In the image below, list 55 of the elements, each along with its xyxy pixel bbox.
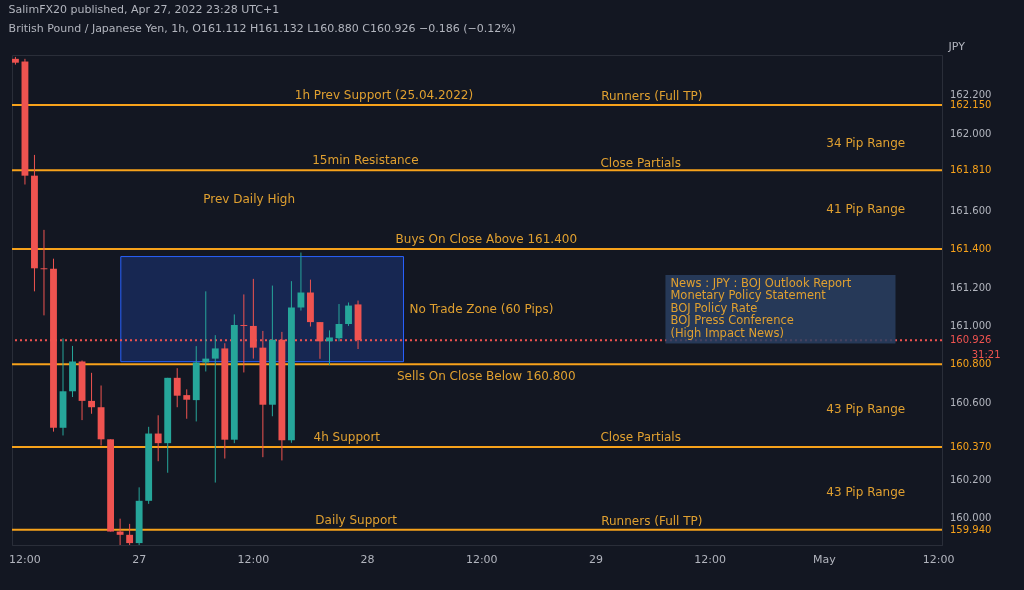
candlestick [211, 334, 219, 484]
y-tick-label: 159.940 [950, 523, 992, 535]
x-tick-label: 28 [360, 552, 375, 566]
annotation: 34 Pip Range [826, 135, 906, 150]
y-tick-label: 160.000 [950, 512, 992, 524]
candlestick [88, 372, 95, 415]
y-tick-label: 160.600 [950, 396, 992, 408]
candlestick [326, 329, 333, 366]
y-tick-label: 161.810 [950, 164, 992, 176]
x-tick-label: 27 [132, 552, 147, 566]
x-tick-label: 12:00 [694, 552, 727, 566]
ref-line-label: 4h Support [313, 430, 381, 444]
x-tick-label: 12:00 [237, 552, 270, 566]
annotation: 41 Pip Range [826, 202, 906, 217]
ref-line-label: 15min Resistance [312, 153, 419, 168]
candlestick [183, 388, 191, 420]
candlestick [345, 302, 352, 327]
y-tick-label: 160.370 [950, 441, 992, 452]
band-label: No Trade Zone (60 Pips) [409, 302, 554, 317]
annotation: Close Partials [600, 156, 681, 171]
y-tick-label: 162.150 [950, 98, 992, 110]
annotation: 43 Pip Range [826, 401, 906, 416]
x-tick-label: May [813, 552, 837, 566]
candlestick [173, 367, 181, 408]
ref-line-label: Sells On Close Below 160.800 [396, 369, 576, 384]
x-tick-label: 12:00 [922, 552, 955, 566]
ref-line-label: 1h Prev Support (25.04.2022) [294, 87, 474, 102]
x-tick-label: 12:00 [465, 552, 498, 566]
annotation: 43 Pip Range [826, 484, 906, 499]
y-tick-label: 162.000 [950, 127, 992, 139]
y-tick-label: 161.000 [950, 319, 992, 331]
y-tick-label: 161.600 [950, 204, 992, 216]
chart-title: SalimFX20 published, Apr 27, 2022 23:28 UTC+1 [8, 3, 280, 16]
candlestick [116, 518, 124, 545]
y-tick-label: 160.200 [950, 473, 992, 485]
y-tick-label: 161.200 [950, 281, 992, 293]
annotation: Runners (Full TP) [601, 513, 703, 528]
annotation: Close Partials [600, 429, 681, 444]
annotation: News : JPY : BOJ Outlook Report Monetary Policy Statement BOJ Policy Rate BOJ Press Conference (High Impact News) [670, 275, 852, 340]
y-tick-label: 161.400 [950, 243, 992, 255]
chart-subtitle: British Pound / Japanese Yen, 1h, O161.112 H161.132 L160.880 C160.926 −0.186 (−0.12%) [8, 22, 516, 35]
candlestick [126, 523, 134, 545]
candlestick [249, 278, 257, 360]
y-tick-label: 162.200 [950, 89, 992, 101]
y-tick-label: 160.926 [950, 334, 992, 346]
ref-line-label: Buys On Close Above 161.400 [395, 232, 578, 247]
x-tick-label: 12:00 [9, 552, 41, 566]
annotation: Runners (Full TP) [601, 88, 703, 103]
candlestick [154, 414, 162, 462]
x-tick-label: 29 [588, 552, 603, 566]
y-axis-title: JPY [947, 39, 966, 53]
annotation: Prev Daily High [203, 191, 296, 206]
ref-line-label: Daily Support [315, 512, 398, 527]
y-tick-label: 160.800 [950, 358, 992, 370]
text: 31:21 [971, 348, 1001, 360]
